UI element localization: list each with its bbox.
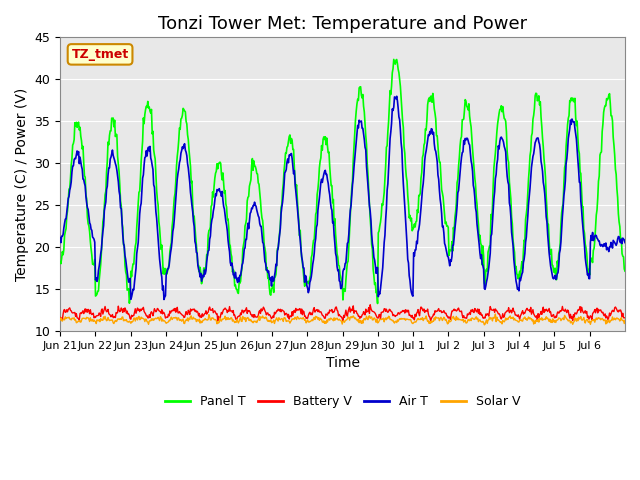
Y-axis label: Temperature (C) / Power (V): Temperature (C) / Power (V) [15, 87, 29, 281]
X-axis label: Time: Time [326, 356, 360, 370]
Legend: Panel T, Battery V, Air T, Solar V: Panel T, Battery V, Air T, Solar V [160, 390, 525, 413]
Text: TZ_tmet: TZ_tmet [72, 48, 129, 61]
Title: Tonzi Tower Met: Temperature and Power: Tonzi Tower Met: Temperature and Power [158, 15, 527, 33]
